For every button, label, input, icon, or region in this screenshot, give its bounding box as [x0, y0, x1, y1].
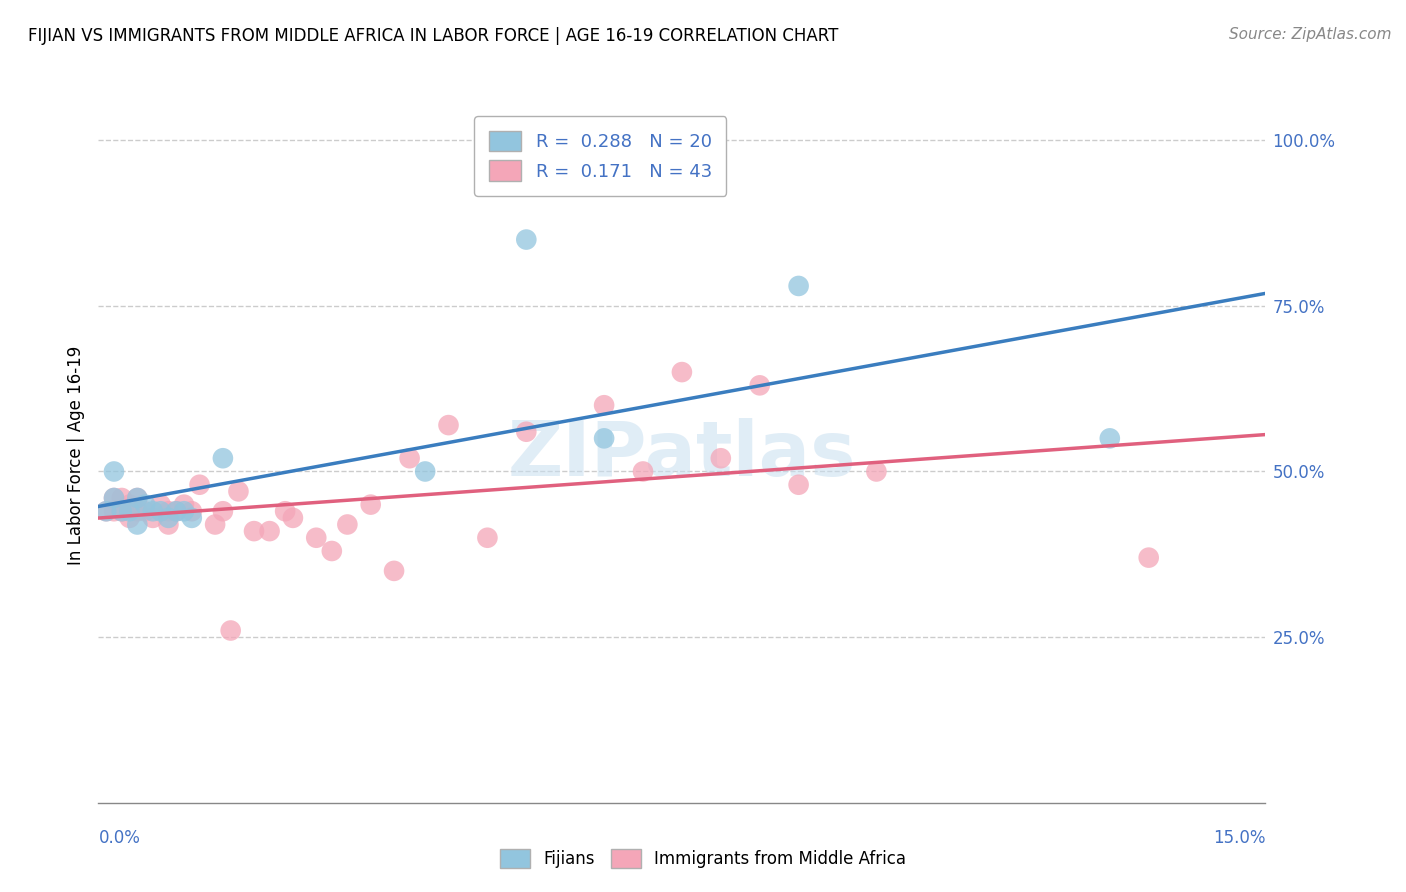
Point: [515, 233, 537, 247]
Point: [157, 517, 180, 532]
Point: [1098, 431, 1121, 445]
Point: [243, 524, 266, 538]
Point: [180, 504, 202, 518]
Point: [111, 504, 134, 518]
Text: 0.0%: 0.0%: [98, 829, 141, 847]
Point: [103, 504, 125, 518]
Point: [710, 451, 733, 466]
Point: [134, 498, 156, 512]
Point: [259, 524, 281, 538]
Point: [305, 531, 328, 545]
Point: [165, 504, 187, 518]
Y-axis label: In Labor Force | Age 16-19: In Labor Force | Age 16-19: [66, 345, 84, 565]
Point: [103, 465, 125, 479]
Text: 15.0%: 15.0%: [1213, 829, 1265, 847]
Point: [149, 504, 172, 518]
Point: [360, 498, 382, 512]
Point: [382, 564, 405, 578]
Point: [111, 491, 134, 505]
Point: [149, 498, 172, 512]
Point: [336, 517, 359, 532]
Point: [188, 477, 211, 491]
Point: [157, 511, 180, 525]
Legend: Fijians, Immigrants from Middle Africa: Fijians, Immigrants from Middle Africa: [494, 842, 912, 875]
Point: [748, 378, 770, 392]
Point: [127, 504, 149, 518]
Point: [142, 511, 165, 525]
Text: ZIPatlas: ZIPatlas: [508, 418, 856, 491]
Point: [437, 418, 460, 433]
Point: [103, 491, 125, 505]
Point: [281, 511, 304, 525]
Point: [515, 425, 537, 439]
Point: [204, 517, 226, 532]
Point: [593, 398, 616, 412]
Point: [157, 504, 180, 518]
Point: [398, 451, 420, 466]
Point: [212, 504, 235, 518]
Point: [118, 504, 141, 518]
Point: [103, 491, 125, 505]
Point: [219, 624, 242, 638]
Point: [173, 504, 195, 518]
Point: [274, 504, 297, 518]
Legend: R =  0.288   N = 20, R =  0.171   N = 43: R = 0.288 N = 20, R = 0.171 N = 43: [474, 116, 727, 195]
Point: [111, 504, 134, 518]
Text: FIJIAN VS IMMIGRANTS FROM MIDDLE AFRICA IN LABOR FORCE | AGE 16-19 CORRELATION C: FIJIAN VS IMMIGRANTS FROM MIDDLE AFRICA …: [28, 27, 838, 45]
Point: [118, 498, 141, 512]
Point: [212, 451, 235, 466]
Point: [631, 465, 654, 479]
Point: [321, 544, 343, 558]
Point: [228, 484, 250, 499]
Point: [1137, 550, 1160, 565]
Point: [142, 504, 165, 518]
Point: [127, 491, 149, 505]
Point: [671, 365, 693, 379]
Point: [865, 465, 887, 479]
Point: [787, 279, 810, 293]
Point: [127, 491, 149, 505]
Point: [180, 511, 202, 525]
Point: [787, 477, 810, 491]
Point: [96, 504, 118, 518]
Point: [413, 465, 436, 479]
Point: [134, 504, 156, 518]
Point: [165, 504, 187, 518]
Point: [477, 531, 499, 545]
Point: [118, 511, 141, 525]
Text: Source: ZipAtlas.com: Source: ZipAtlas.com: [1229, 27, 1392, 42]
Point: [96, 504, 118, 518]
Point: [173, 498, 195, 512]
Point: [127, 517, 149, 532]
Point: [593, 431, 616, 445]
